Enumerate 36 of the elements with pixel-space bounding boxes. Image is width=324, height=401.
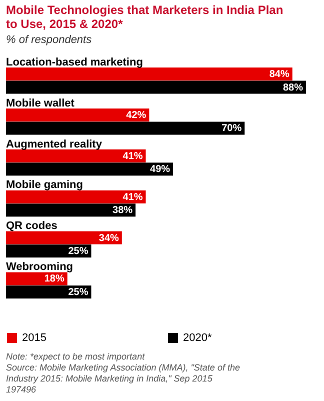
bar [6,285,92,298]
y-tick-label: QR codes [6,220,58,232]
y-tick-label: Mobile wallet [6,97,75,110]
bar [6,231,122,244]
y-tick-label: Augmented reality [6,138,103,150]
text: 197496 [6,384,36,394]
data-label: 41% [122,192,143,203]
data-label: 49% [150,164,170,176]
data-label: 84% [269,69,290,80]
bar [6,108,150,122]
text: Note: *expect to be most important [6,352,146,362]
data-label: 25% [68,286,88,298]
bar [6,204,136,217]
data-label: 18% [44,274,64,285]
bar [6,149,146,162]
legend-label: 2015 [22,332,46,344]
data-label: 25% [68,246,88,258]
bar [6,80,306,94]
chart-title: Mobile Technologies that Marketers in India Plan to Use, 2015 & 2020* [6,3,284,31]
y-tick-label: Mobile gaming [6,179,83,192]
chart-subtitle: % of respondents [6,34,92,46]
bar [6,68,292,81]
data-label: 70% [222,123,242,134]
data-label: 41% [122,150,143,162]
y-tick-label: Location-based marketing [6,56,143,68]
data-label: 42% [126,110,146,121]
legend-label: 2020* [183,332,212,344]
data-label: 38% [112,205,133,216]
bar [6,122,245,135]
data-label: 88% [282,82,304,94]
bar [6,244,92,258]
source-note: Source: Mobile Marketing Association (MMA), "State of the Industry 2015: Mobile Marketing in India," Sep 2015 [6,362,240,384]
y-tick-label: Webrooming [6,261,74,274]
data-label: 34% [98,232,120,244]
bar [6,190,146,204]
bar [6,162,174,176]
